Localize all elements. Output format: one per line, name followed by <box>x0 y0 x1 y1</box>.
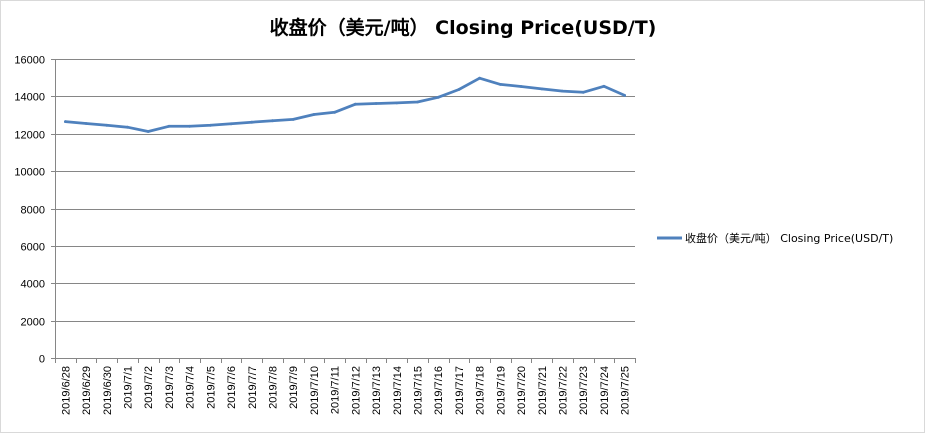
data-point <box>519 85 523 88</box>
data-point <box>291 118 295 121</box>
x-tick-label: 2019/7/10 <box>309 366 321 415</box>
data-point <box>209 123 212 127</box>
x-tick-label: 2019/7/15 <box>413 366 425 415</box>
y-tick-label: 4000 <box>21 279 45 291</box>
x-tick-label: 2019/7/7 <box>247 366 259 409</box>
x-tick-label: 2019/7/25 <box>620 366 632 415</box>
data-point <box>581 90 585 94</box>
gridlines <box>55 59 635 322</box>
x-tick-label: 2019/7/21 <box>537 366 549 415</box>
y-tick-label: 16000 <box>14 55 45 67</box>
legend-label: 收盘价（美元/吨） Closing Price(USD/T) <box>685 231 893 245</box>
x-tick-label: 2019/7/1 <box>123 366 135 409</box>
data-point <box>229 122 233 126</box>
x-tick-label: 2019/7/20 <box>516 366 528 415</box>
x-tick-label: 2019/7/14 <box>392 366 404 415</box>
data-point <box>312 113 316 116</box>
data-point <box>354 102 357 106</box>
series-layer <box>64 76 626 133</box>
x-tick-label: 2019/7/9 <box>288 366 300 409</box>
data-point <box>167 124 171 128</box>
y-tick-label: 10000 <box>14 167 45 179</box>
y-tick-label: 14000 <box>14 92 45 104</box>
chart-title: 收盘价（美元/吨） Closing Price(USD/T) <box>270 16 657 39</box>
x-tick-label: 2019/7/23 <box>578 366 590 415</box>
data-point <box>416 100 419 104</box>
series-line-0 <box>64 76 626 133</box>
y-tick-label: 6000 <box>21 242 45 254</box>
x-tick-label: 2019/7/6 <box>226 366 238 409</box>
x-tick-label: 2019/7/11 <box>330 366 342 414</box>
x-tick-label: 2019/7/19 <box>495 366 507 415</box>
data-point <box>436 95 440 99</box>
x-tick-label: 2019/7/22 <box>558 366 570 415</box>
data-point <box>499 83 502 86</box>
y-tick-label: 0 <box>39 354 45 366</box>
axes <box>51 59 636 363</box>
x-tick-labels: 2019/6/28 2019/6/29 2019/6/30 2019/7/1 2019/… <box>60 366 631 415</box>
y-tick-labels: 0 2000 4000 6000 8000 10000 12000 14000 16000 <box>14 55 45 366</box>
data-point <box>250 120 254 124</box>
data-point <box>478 76 481 80</box>
data-point <box>395 101 399 105</box>
data-point <box>374 102 378 105</box>
x-tick-label: 2019/7/2 <box>143 366 155 409</box>
data-point <box>271 119 274 123</box>
data-point <box>602 84 606 88</box>
x-tick-label: 2019/7/17 <box>454 366 466 415</box>
data-point <box>126 125 129 129</box>
data-point <box>561 89 564 93</box>
x-tick-label: 2019/7/18 <box>475 366 487 415</box>
x-tick-label: 2019/7/4 <box>185 366 197 409</box>
data-point <box>105 123 109 127</box>
x-tick-label: 2019/7/12 <box>350 366 362 415</box>
data-point <box>623 94 626 97</box>
x-tick-label: 2019/7/13 <box>371 366 383 415</box>
x-tick-label: 2019/7/24 <box>599 366 611 415</box>
data-point <box>457 88 461 91</box>
data-point <box>146 130 150 133</box>
x-tick-label: 2019/6/28 <box>60 366 72 415</box>
data-point <box>84 122 88 125</box>
x-tick-label: 2019/7/8 <box>268 366 280 409</box>
legend: 收盘价（美元/吨） Closing Price(USD/T) <box>657 231 893 245</box>
x-tick-label: 2019/6/29 <box>81 366 93 415</box>
y-tick-label: 12000 <box>14 130 45 142</box>
data-point <box>540 87 544 91</box>
x-tick-label: 2019/6/30 <box>102 366 114 415</box>
data-point <box>64 120 67 123</box>
data-point <box>333 110 336 114</box>
x-tick-label: 2019/7/16 <box>433 366 445 415</box>
x-tick-label: 2019/7/5 <box>205 366 217 409</box>
x-tick-label: 2019/7/3 <box>164 366 176 409</box>
y-tick-label: 8000 <box>21 205 45 217</box>
data-point <box>188 124 192 128</box>
y-tick-label: 2000 <box>21 317 45 329</box>
